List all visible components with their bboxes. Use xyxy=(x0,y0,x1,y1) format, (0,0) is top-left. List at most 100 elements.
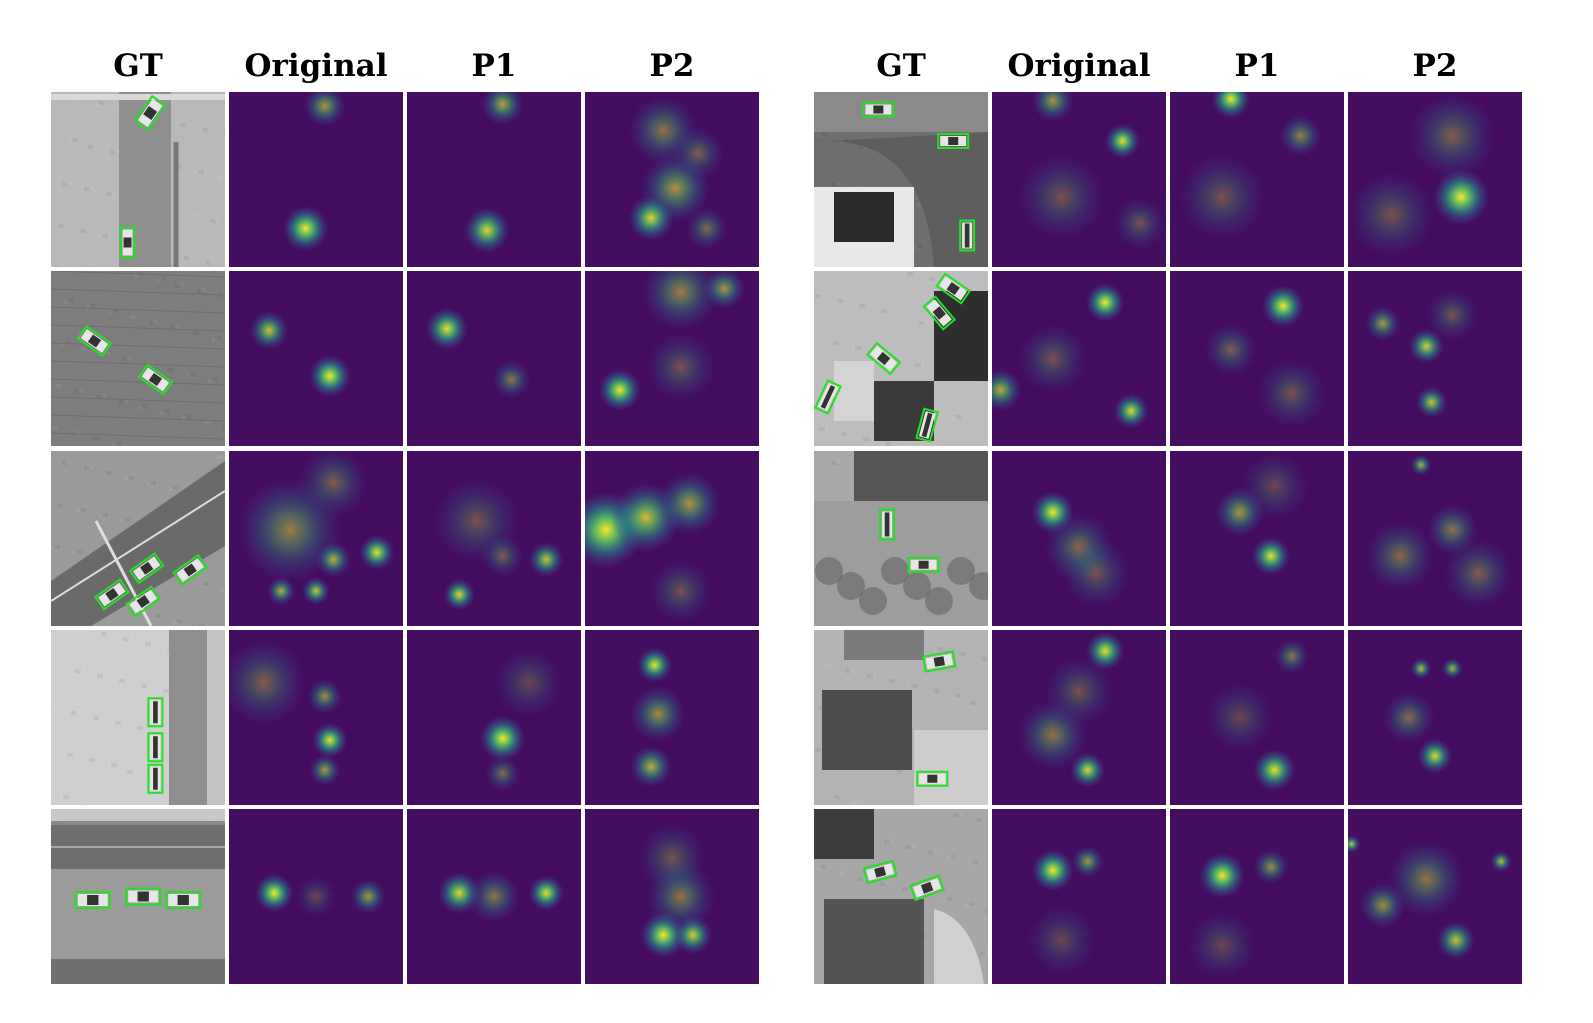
p2-heatmap xyxy=(585,92,759,267)
p1-header: P1 xyxy=(1234,48,1280,84)
gt-bounding-box xyxy=(862,101,895,118)
gt-aerial-image xyxy=(51,630,225,805)
gt-aerial-image xyxy=(814,451,988,626)
activation-spot xyxy=(467,870,521,923)
activation-spot xyxy=(1408,328,1444,364)
gt-aerial-image xyxy=(814,809,988,984)
p2-heatmap xyxy=(585,630,759,805)
p1-heatmap xyxy=(1170,630,1344,805)
activation-spot xyxy=(1415,386,1448,418)
original-heatmap xyxy=(992,92,1166,267)
gt-bounding-box xyxy=(147,763,164,794)
gt-bounding-box xyxy=(935,272,972,305)
gt-bounding-box xyxy=(165,891,202,909)
activation-spot xyxy=(494,647,564,718)
activation-spot xyxy=(528,875,564,911)
gt-bounding-box xyxy=(147,697,164,728)
activation-spot xyxy=(1105,123,1140,159)
p2-heatmap xyxy=(585,809,759,984)
activation-spot xyxy=(1262,285,1304,327)
gt-bounding-box xyxy=(128,552,165,585)
activation-spot xyxy=(637,823,707,893)
p1-heatmap xyxy=(1170,809,1344,984)
activation-spot xyxy=(1085,631,1125,671)
activation-spot xyxy=(1436,921,1476,960)
activation-spot xyxy=(1441,658,1463,679)
activation-spot xyxy=(316,542,351,577)
activation-spot xyxy=(528,542,564,577)
activation-spot xyxy=(1044,656,1114,727)
activation-spot xyxy=(1348,171,1435,258)
p2-header: P2 xyxy=(1412,48,1458,84)
p2-heatmap xyxy=(1348,809,1522,984)
activation-spot xyxy=(1443,538,1514,609)
gt-bounding-box xyxy=(119,226,136,259)
original-heatmap xyxy=(992,271,1166,446)
gt-bounding-box xyxy=(922,295,957,331)
gt-bounding-box xyxy=(814,379,842,415)
gt-bounding-box xyxy=(137,363,174,396)
activation-spot xyxy=(1018,323,1088,394)
activation-spot xyxy=(480,715,526,762)
activation-spot xyxy=(642,271,719,331)
activation-spot xyxy=(1113,197,1166,250)
gt-aerial-image xyxy=(51,92,225,267)
activation-spot xyxy=(1239,451,1310,521)
original-header: Original xyxy=(1007,48,1151,84)
activation-spot xyxy=(598,369,641,411)
p1-heatmap xyxy=(1170,92,1344,267)
activation-spot xyxy=(1382,691,1435,744)
p1-heatmap xyxy=(407,809,581,984)
activation-spot xyxy=(1032,849,1074,892)
p1-heatmap xyxy=(407,271,581,446)
activation-spot xyxy=(630,686,686,742)
activation-spot xyxy=(1113,393,1149,429)
activation-spot xyxy=(1274,638,1310,674)
activation-spot xyxy=(1204,682,1275,753)
gt-aerial-image xyxy=(51,809,225,984)
activation-spot xyxy=(1388,840,1465,918)
gt-bounding-box xyxy=(959,219,976,252)
gt-bounding-box xyxy=(915,407,939,443)
p2-heatmap xyxy=(1348,630,1522,805)
gt-bounding-box xyxy=(93,578,130,611)
activation-spot xyxy=(1490,851,1512,872)
gt-bounding-box xyxy=(937,133,970,149)
original-header: Original xyxy=(244,48,388,84)
activation-spot xyxy=(229,639,308,726)
activation-spot xyxy=(1072,845,1104,878)
p1-heatmap xyxy=(1170,271,1344,446)
activation-spot xyxy=(992,369,1022,411)
gt-header: GT xyxy=(876,48,926,84)
activation-spot xyxy=(1417,738,1453,774)
activation-spot xyxy=(1253,849,1289,885)
original-heatmap xyxy=(992,630,1166,805)
activation-spot xyxy=(359,535,395,570)
gt-bounding-box xyxy=(865,341,902,376)
gt-bounding-box xyxy=(922,650,957,673)
p1-heatmap xyxy=(1170,451,1344,626)
activation-spot xyxy=(628,195,674,241)
activation-spot xyxy=(649,559,713,623)
gt-bounding-box xyxy=(74,891,111,909)
gt-aerial-image xyxy=(814,271,988,446)
activation-spot xyxy=(1365,521,1435,591)
activation-spot xyxy=(282,205,329,252)
p2-heatmap xyxy=(1348,271,1522,446)
p2-heatmap xyxy=(1348,451,1522,626)
gt-aerial-image xyxy=(51,271,225,446)
p1-heatmap xyxy=(407,92,581,267)
gt-aerial-image xyxy=(51,451,225,626)
gt-bounding-box xyxy=(172,553,209,587)
activation-spot xyxy=(295,875,337,918)
p1-header: P1 xyxy=(471,48,517,84)
activation-spot xyxy=(1251,536,1291,576)
original-heatmap xyxy=(229,630,403,805)
activation-spot xyxy=(307,679,343,714)
activation-spot xyxy=(249,311,289,350)
activation-spot xyxy=(481,92,524,126)
activation-spot xyxy=(1204,323,1257,376)
activation-spot xyxy=(1199,852,1245,899)
activation-spot xyxy=(302,577,330,605)
gt-bounding-box xyxy=(879,508,896,541)
